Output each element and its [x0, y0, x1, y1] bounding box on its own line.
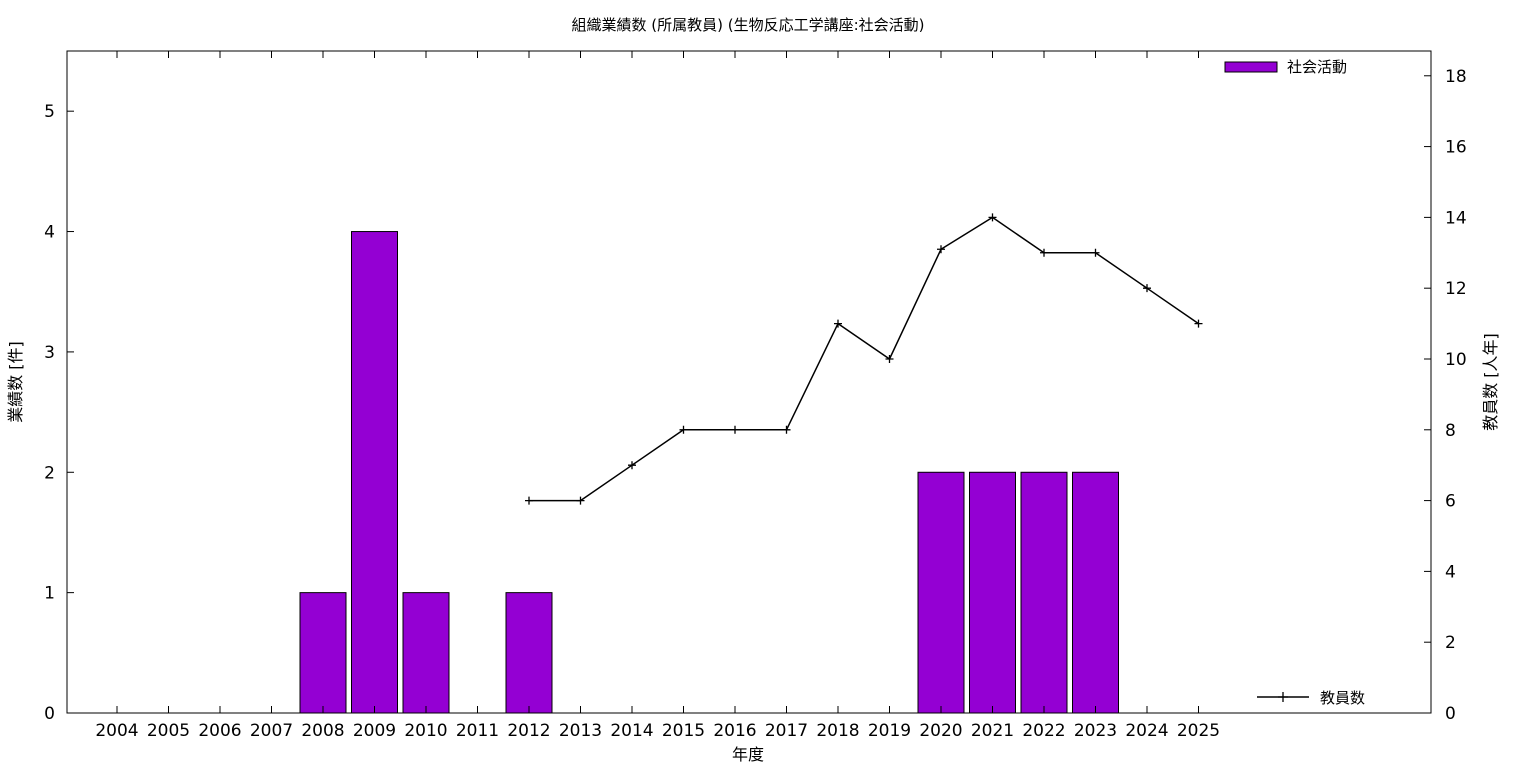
x-tick-label-2011: 2011: [456, 721, 499, 741]
x-tick-label-2009: 2009: [353, 721, 396, 741]
point-marker-2012: [525, 496, 533, 505]
x-tick-label-2021: 2021: [971, 721, 1014, 741]
point-marker-2013: [576, 496, 585, 505]
y-tick-label-1: 1: [44, 584, 55, 604]
y2-tick-label-14: 14: [1445, 208, 1467, 228]
y-tick-label-0: 0: [44, 704, 55, 724]
legend-line-label: 教員数: [1320, 689, 1365, 707]
x-tick-label-2013: 2013: [559, 721, 602, 741]
point-marker-2014: [628, 461, 636, 470]
point-marker-2015: [679, 425, 688, 434]
y2-tick-label-2: 2: [1445, 633, 1456, 653]
y-tick-labels: 0 1 2 3 4 5: [44, 102, 55, 724]
y2-tick-label-0: 0: [1445, 704, 1456, 724]
x-tick-label-2014: 2014: [610, 721, 653, 741]
legend-bar-swatch: [1224, 61, 1278, 73]
point-marker-2019: [885, 354, 894, 363]
y-axis-title: 業績数 [件]: [6, 341, 25, 423]
bar-2010: [402, 592, 450, 714]
point-marker-2023: [1091, 248, 1100, 257]
x-tick-label-2010: 2010: [404, 721, 447, 741]
faculty-count-line: [529, 216, 1199, 502]
bar-2009: [351, 231, 398, 714]
x-tick-label-2023: 2023: [1074, 721, 1117, 741]
x-tick-label-2006: 2006: [198, 721, 241, 741]
x-tick-label-2024: 2024: [1125, 721, 1168, 741]
point-marker-2022: [1040, 248, 1048, 257]
bar-2008: [299, 592, 347, 714]
legend-bar: 社会活動: [1224, 58, 1347, 76]
plot-frame: [66, 50, 1432, 714]
x-tick-label-2016: 2016: [713, 721, 756, 741]
y2-tick-labels: 0 2 4 6 8 10 12 14 16 18: [1445, 67, 1467, 724]
bar-2012: [505, 592, 553, 714]
x-tick-label-2012: 2012: [507, 721, 550, 741]
legend-line: 教員数: [1257, 689, 1365, 707]
x-tick-label-2025: 2025: [1177, 721, 1220, 741]
x-tick-label-2015: 2015: [662, 721, 705, 741]
point-marker-2020: [937, 245, 945, 254]
chart-title: 組織業績数 (所属教員) (生物反応工学講座:社会活動): [571, 16, 924, 34]
point-marker-2017: [782, 425, 791, 434]
bar-2021: [969, 471, 1016, 714]
point-marker-2016: [731, 425, 739, 434]
point-marker-2024: [1143, 284, 1151, 293]
x-tick-label-2004: 2004: [95, 721, 138, 741]
x-tick-label-2017: 2017: [765, 721, 808, 741]
y2-tick-label-18: 18: [1445, 67, 1467, 87]
bar-2020: [917, 471, 965, 714]
point-marker-2018: [834, 319, 842, 328]
x-tick-label-2020: 2020: [919, 721, 962, 741]
x-tick-label-2005: 2005: [147, 721, 190, 741]
x-tick-labels: 2004 2005 2006 2007 2008 2009 2010 2011 2012 2013…: [95, 721, 1220, 741]
y-tick-label-4: 4: [44, 223, 55, 243]
legend-bar-label: 社会活動: [1287, 58, 1347, 76]
y2-tick-label-4: 4: [1445, 562, 1456, 582]
y2-tick-label-16: 16: [1445, 138, 1467, 158]
legend-line-marker-icon: [1278, 692, 1288, 702]
y2-tick-label-8: 8: [1445, 421, 1456, 441]
x-axis-title: 年度: [732, 745, 764, 764]
x-tick-label-2008: 2008: [301, 721, 344, 741]
ticks-layer: [67, 51, 1431, 714]
x-tick-label-2022: 2022: [1022, 721, 1065, 741]
y-tick-label-5: 5: [44, 102, 55, 122]
x-tick-label-2019: 2019: [868, 721, 911, 741]
y-tick-label-3: 3: [44, 343, 55, 363]
line-layer: [525, 213, 1203, 505]
y2-axis-title: 教員数 [人年]: [1481, 333, 1500, 431]
bar-2023: [1072, 471, 1119, 714]
x-tick-label-2007: 2007: [250, 721, 293, 741]
bars-layer: [299, 231, 1119, 714]
y2-tick-label-12: 12: [1445, 279, 1467, 299]
y2-tick-label-10: 10: [1445, 350, 1467, 370]
point-marker-2021: [988, 213, 997, 222]
y2-tick-label-6: 6: [1445, 492, 1456, 512]
y-tick-label-2: 2: [44, 463, 55, 483]
point-marker-2025: [1194, 319, 1203, 328]
bar-2022: [1020, 471, 1068, 714]
x-tick-label-2018: 2018: [816, 721, 859, 741]
